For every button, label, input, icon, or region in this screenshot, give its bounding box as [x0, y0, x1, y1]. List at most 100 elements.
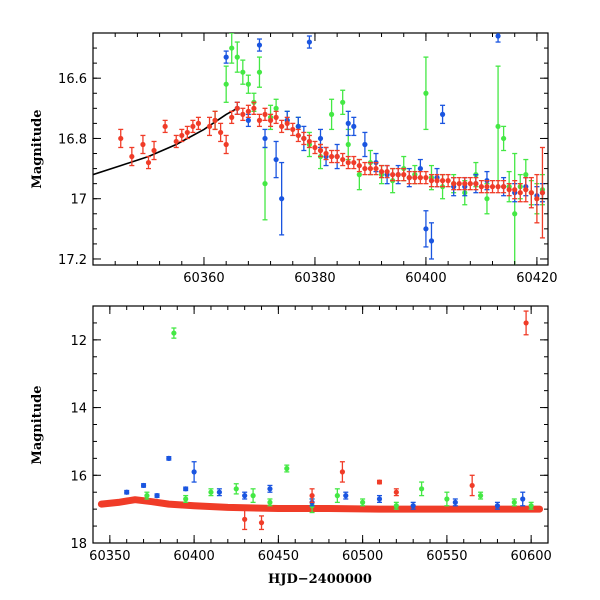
red-data-point [190, 123, 196, 130]
red-data-point [317, 147, 324, 154]
green-data-point [484, 196, 490, 202]
red-data-point [469, 482, 475, 489]
y-tick-label: 16 [70, 469, 87, 484]
red-data-point [506, 187, 512, 193]
green-data-point [340, 99, 346, 105]
x-tick-label: 60600 [510, 549, 551, 564]
green-data-point [444, 496, 450, 502]
top-light-curve-panel: 60360 60380 60400 60420 16.6 16.8 17 17.2 Magni… [30, 32, 558, 286]
red-data-point [195, 120, 202, 126]
blue-data-point [376, 496, 383, 502]
red-data-point [258, 520, 265, 526]
red-data-point [151, 147, 157, 154]
red-data-point [309, 493, 315, 499]
red-data-point [301, 135, 307, 142]
red-data-point [145, 159, 152, 166]
red-data-point [162, 123, 168, 130]
top-axis-ticks: 60360 60380 60400 60420 16.6 16.8 17 17.2 [58, 32, 558, 286]
red-data-point [451, 181, 457, 187]
blue-data-point [306, 39, 313, 45]
green-data-point [262, 181, 268, 187]
red-data-point [434, 178, 440, 184]
red-data-point [290, 126, 296, 133]
red-data-point [473, 181, 479, 187]
blue-data-point [362, 141, 368, 148]
bottom-axis-ticks: 60350 60400 60450 60500 60550 60600 12 14 16 18 [70, 305, 552, 564]
y-tick-label: 17 [70, 193, 87, 208]
red-data-point [179, 132, 185, 139]
red-data-point [206, 123, 213, 130]
green-data-point [511, 499, 517, 505]
green-data-point [528, 503, 534, 509]
blue-data-point [267, 486, 273, 492]
blue-data-point [452, 499, 458, 505]
red-data-point [412, 175, 418, 181]
blue-data-point [183, 486, 189, 492]
blue-data-point [417, 165, 423, 172]
red-data-point [373, 165, 379, 172]
blue-data-point [295, 123, 301, 130]
red-data-point [212, 117, 218, 123]
red-data-point [501, 184, 507, 190]
blue-data-point [242, 493, 248, 499]
blue-data-point [279, 196, 285, 202]
red-data-point [401, 172, 407, 178]
x-tick-label: 60420 [516, 271, 557, 286]
red-data-point [256, 117, 263, 123]
red-data-point [267, 117, 274, 123]
blue-data-point [223, 54, 229, 60]
top-data-marks [93, 33, 546, 265]
red-data-point [517, 190, 523, 196]
green-data-point [477, 493, 484, 499]
y-tick-label: 18 [70, 537, 87, 552]
red-data-point [306, 138, 313, 145]
red-data-point [234, 105, 240, 111]
red-data-point [484, 184, 490, 190]
blue-data-point [216, 489, 222, 495]
red-data-point [218, 129, 224, 136]
bottom-light-curve-panel: 60350 60400 60450 60500 60550 60600 12 14 16 18 M… [30, 305, 552, 587]
red-data-point [395, 172, 401, 178]
green-data-point [523, 172, 529, 178]
red-data-point [312, 144, 318, 151]
red-data-point [456, 181, 462, 187]
red-data-point [417, 175, 423, 181]
green-data-point [183, 496, 189, 502]
red-data-point [362, 165, 368, 172]
green-data-point [419, 486, 425, 492]
green-data-point [208, 489, 214, 495]
blue-data-point [245, 117, 251, 123]
blue-data-point [410, 503, 416, 509]
x-tick-label: 60400 [173, 549, 214, 564]
y-tick-label: 17.2 [58, 253, 87, 268]
red-data-point [184, 129, 190, 136]
green-data-point [240, 69, 246, 75]
red-data-point [390, 172, 396, 178]
green-data-point [256, 69, 263, 75]
green-data-point [501, 135, 507, 142]
blue-data-point [273, 156, 279, 163]
red-data-point [467, 181, 473, 187]
model-fit-curve [93, 107, 238, 176]
red-data-point [495, 184, 501, 190]
blue-data-point [439, 111, 446, 117]
y-tick-label: 14 [70, 402, 87, 417]
red-data-point [251, 105, 257, 111]
green-data-point [334, 493, 340, 499]
blue-data-point [343, 493, 349, 499]
red-data-point [284, 120, 290, 126]
blue-data-point [351, 123, 357, 130]
red-data-point [140, 141, 146, 148]
red-data-point [339, 469, 346, 475]
bottom-y-axis-label: Magnitude [30, 385, 45, 464]
green-data-point [229, 45, 235, 51]
blue-data-point [345, 120, 351, 126]
red-data-point [439, 178, 446, 184]
red-data-point [334, 153, 340, 160]
red-data-point [367, 165, 374, 172]
top-plot-frame [92, 32, 549, 266]
red-data-point [534, 196, 540, 202]
x-tick-label: 60500 [342, 549, 383, 564]
green-data-point [423, 90, 429, 96]
bottom-x-axis-label: HJD−2400000 [268, 572, 372, 587]
